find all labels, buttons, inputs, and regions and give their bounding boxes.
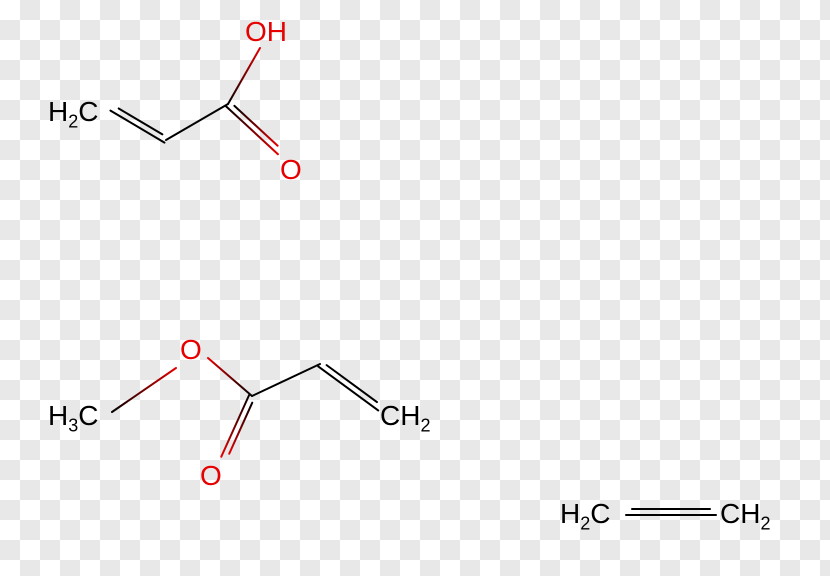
atom-label-ch2-2: CH2 — [380, 402, 430, 435]
atom-label-o-1: O — [280, 156, 302, 184]
atom-label-o-2a: O — [180, 336, 202, 364]
atom-label-oh-1: OH — [245, 18, 287, 46]
atom-label-ch2-3: CH2 — [720, 500, 770, 533]
atom-label-h3c-2: H3C — [48, 402, 98, 435]
ethylene — [626, 509, 716, 515]
atom-label-h2c-1: H2C — [48, 98, 98, 131]
atom-label-h2c-3: H2C — [560, 500, 610, 533]
methyl-acrylate — [112, 358, 378, 457]
chemical-diagram-canvas: H2C OH O H3C O O CH2 H2C CH2 — [0, 0, 830, 576]
acrylic-acid — [110, 48, 277, 154]
atom-label-o-2b: O — [200, 462, 222, 490]
bond-svg-layer — [0, 0, 830, 576]
